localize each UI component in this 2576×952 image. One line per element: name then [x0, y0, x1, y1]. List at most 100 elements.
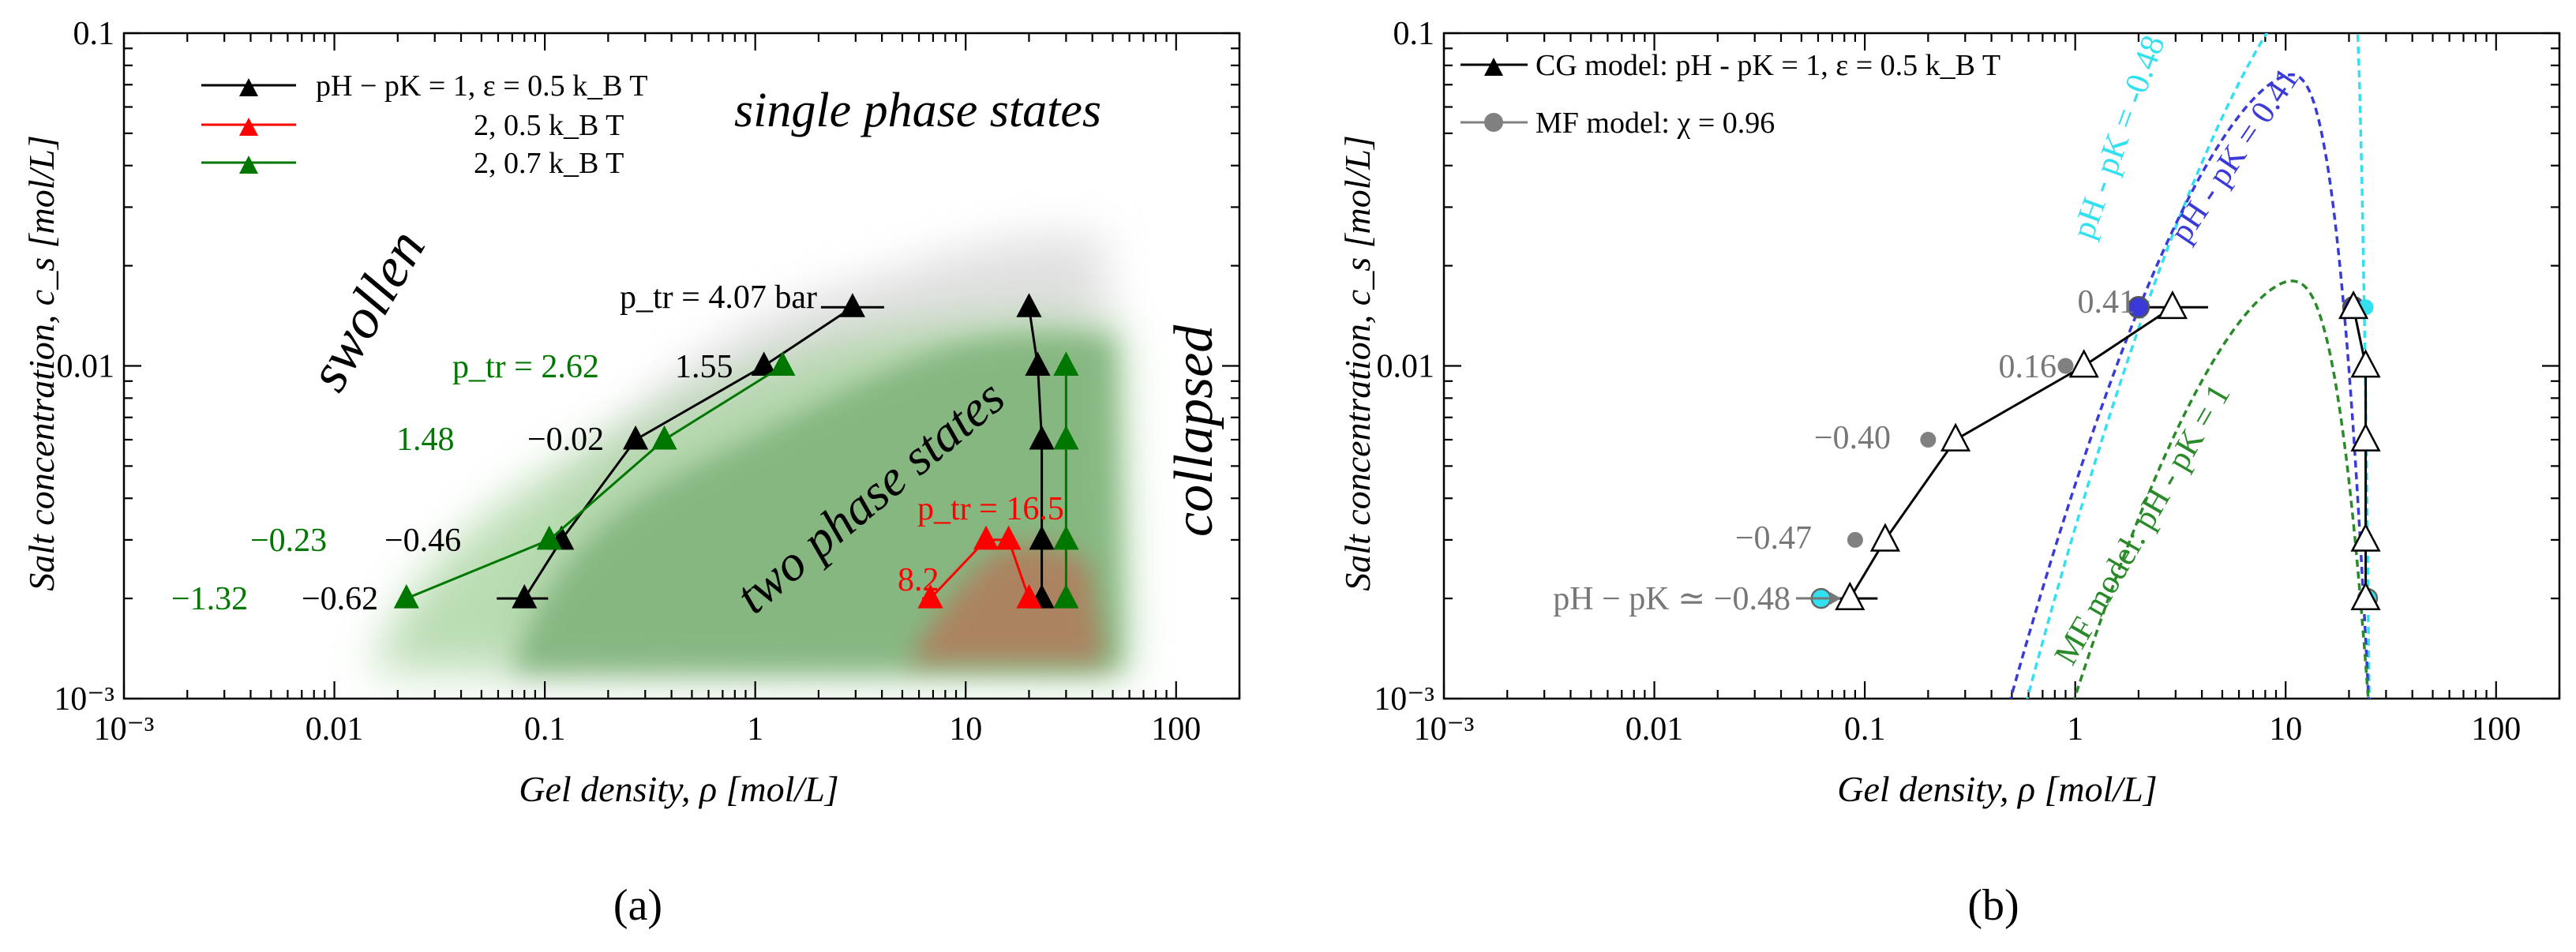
- b-ytick-label: 10⁻³: [1374, 681, 1434, 718]
- b-mf-point: [2057, 358, 2074, 374]
- a-ytick-label: 0.01: [57, 349, 115, 385]
- b-xtick-label: 0.1: [1844, 711, 1886, 748]
- b-cg-point: [2350, 523, 2381, 552]
- label-black-1: 1.55: [675, 349, 733, 385]
- a-xtick-label: 10⁻³: [94, 711, 155, 748]
- a-xtick-label: 0.01: [306, 711, 364, 748]
- mf-label-0: pH − pK ≃ −0.48: [1553, 581, 1790, 617]
- b-xtick-label: 10: [2269, 711, 2302, 748]
- b-mf-point: [1920, 432, 1937, 448]
- legend-marker-black: [239, 78, 258, 96]
- label-green-2: −0.23: [250, 523, 327, 559]
- series-b: [1810, 290, 2381, 610]
- a-xtick-label: 100: [1151, 711, 1201, 748]
- b-mf-point: [1847, 531, 1863, 548]
- y-axis-title-b: Salt concentration, c_s [mol/L]: [1337, 135, 1378, 591]
- b-mf-curve-0: [2026, 33, 2371, 699]
- a-series-0-point: [1025, 351, 1051, 376]
- legend-text-red: 2, 0.5 k_B T: [474, 109, 624, 142]
- a-series-0-point: [623, 425, 649, 450]
- a-ytick-label: 10⁻³: [54, 681, 114, 718]
- b-ytick-label: 0.1: [1393, 16, 1435, 52]
- y-axis-title-a: Salt concentration, c_s [mol/L]: [21, 135, 62, 591]
- a-series-1-point: [996, 525, 1022, 550]
- a-series-2-point: [1053, 425, 1079, 450]
- a-xtick-label: 0.1: [524, 711, 566, 748]
- a-series-2-point: [651, 425, 677, 450]
- region-label-swollen: swollen: [296, 219, 437, 401]
- label-green-ptr: p_tr = 2.62: [452, 349, 599, 385]
- panel-b: 10⁻³ 0.01 0.1 1 10 100 10⁻³ 0.01 0.1 Gel density…: [1337, 16, 2561, 930]
- ticks-a: 10⁻³ 0.01 0.1 1 10 100 10⁻³ 0.01 0.1: [54, 16, 1241, 748]
- b-mf-point: [2127, 296, 2150, 319]
- a-series-0-point: [512, 584, 538, 609]
- mf-label-1: −0.47: [1735, 520, 1812, 557]
- mf-label-3: 0.16: [1999, 349, 2057, 385]
- a-series-2-point: [1053, 351, 1079, 376]
- a-series-2-point: [1053, 525, 1079, 550]
- a-series-2-point: [770, 351, 796, 376]
- a-series-1-point: [917, 584, 943, 609]
- label-green-1: 1.48: [396, 422, 455, 458]
- a-series-2-swollen-line: [406, 365, 784, 600]
- a-series-2-point: [393, 584, 419, 609]
- b-xtick-label: 1: [2067, 711, 2083, 748]
- label-black-2: −0.02: [527, 422, 604, 458]
- legend-marker-green: [239, 156, 258, 174]
- b-cg-point: [2338, 290, 2369, 320]
- label-red-val: 8.2: [898, 562, 939, 598]
- mf-label-4: 0.41: [2078, 284, 2136, 320]
- a-xtick-label: 1: [747, 711, 763, 748]
- x-axis-title-b: Gel density, ρ [mol/L]: [1837, 769, 2157, 809]
- region-label-collapsed: collapsed: [1164, 324, 1224, 537]
- b-cg-point: [1835, 581, 1865, 610]
- a-series-0-point: [751, 351, 777, 376]
- label-red-ptr: p_tr = 16.5: [917, 491, 1064, 527]
- legend-text-black: pH − pK = 1, ε = 0.5 k_B T: [316, 69, 648, 103]
- legend-b: CG model: pH - pK = 1, ε = 0.5 k_B T MF …: [1460, 49, 2000, 140]
- b-cg-point: [2068, 349, 2099, 378]
- two-phase-red-region: [908, 544, 1105, 663]
- label-black-4: −0.62: [302, 581, 378, 617]
- a-series-0-point: [1029, 425, 1055, 450]
- a-series-0-point: [1016, 293, 1042, 317]
- b-cg-point: [2350, 581, 2381, 610]
- label-green-3: −1.32: [171, 581, 248, 617]
- legend-text-cg: CG model: pH - pK = 1, ε = 0.5 k_B T: [1535, 49, 2000, 82]
- phase-regions: [371, 237, 1129, 675]
- b-cg-point: [1869, 523, 1901, 552]
- a-series-0-point: [839, 293, 865, 317]
- x-axis-title-a: Gel density, ρ [mol/L]: [519, 769, 838, 809]
- b-xtick-label: 10⁻³: [1414, 711, 1475, 748]
- curve-label-blue: pH - pK = 0.41: [2163, 62, 2306, 249]
- a-series-0-point: [1029, 525, 1055, 550]
- b-cg-point: [2350, 349, 2381, 378]
- legend-a: pH − pK = 1, ε = 0.5 k_B T 2, 0.5 k_B T …: [201, 69, 648, 180]
- b-ytick-label: 0.01: [1377, 349, 1435, 385]
- a-series-1-point: [973, 525, 999, 550]
- b-cg-point: [2350, 422, 2381, 452]
- region-label-single-phase: single phase states: [734, 84, 1101, 137]
- b-xtick-label: 0.01: [1625, 711, 1684, 748]
- caption-b: (b): [1967, 881, 2019, 930]
- mf-arrow-head: [1830, 592, 1841, 605]
- label-black-ptr: p_tr = 4.07 bar: [620, 279, 817, 316]
- legend-marker-red: [239, 118, 258, 136]
- legend-marker-cg: [1484, 58, 1503, 76]
- legend-marker-mf: [1484, 113, 1503, 132]
- b-xtick-label: 100: [2471, 711, 2521, 748]
- a-series-2-point: [1053, 584, 1079, 609]
- label-black-3: −0.46: [384, 523, 461, 559]
- a-ytick-label: 0.1: [73, 16, 115, 52]
- ticks-b: 10⁻³ 0.01 0.1 1 10 100 10⁻³ 0.01 0.1: [1374, 16, 2561, 748]
- legend-text-green: 2, 0.7 k_B T: [474, 147, 624, 180]
- a-xtick-label: 10: [949, 711, 982, 748]
- a-series-1-point: [1016, 584, 1042, 609]
- a-series-2-point: [536, 525, 562, 550]
- b-cg-point: [1940, 422, 1971, 452]
- b-cg-point: [2157, 290, 2188, 320]
- mf-curves-b: [2009, 33, 2371, 699]
- series-a: [393, 293, 1079, 609]
- caption-a: (a): [613, 881, 662, 930]
